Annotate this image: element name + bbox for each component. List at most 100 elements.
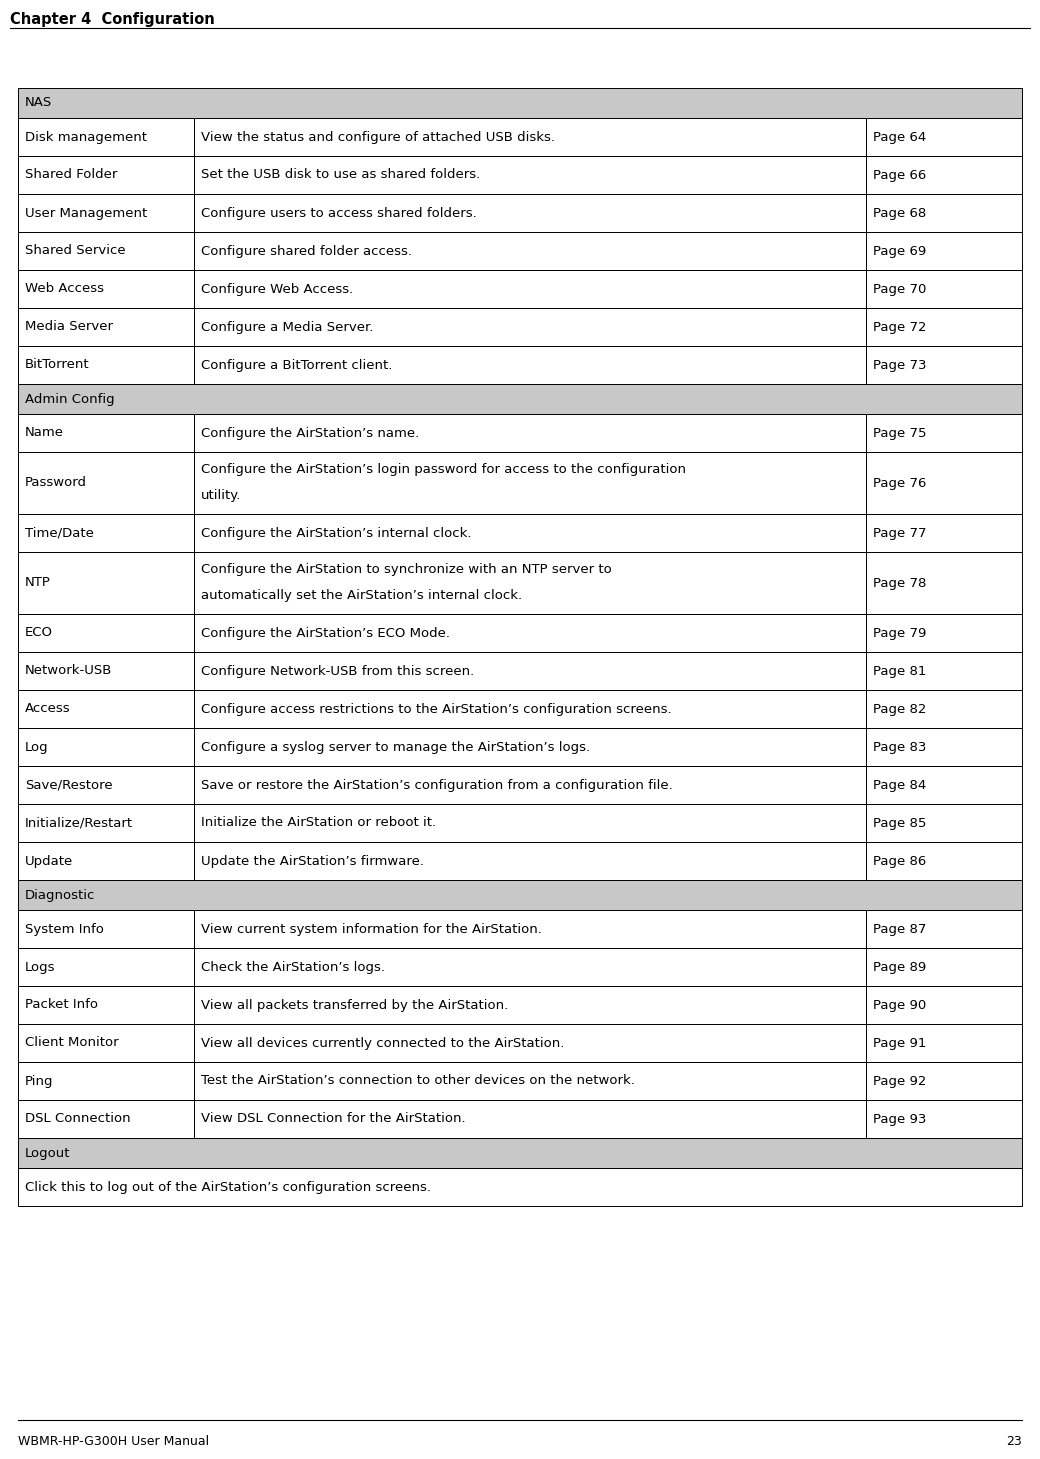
Bar: [193, 552, 866, 614]
Bar: [18, 1100, 193, 1138]
Bar: [866, 690, 1022, 728]
Text: Page 73: Page 73: [874, 359, 927, 372]
Text: Configure Network-USB from this screen.: Configure Network-USB from this screen.: [201, 664, 474, 677]
Text: Save/Restore: Save/Restore: [25, 779, 112, 791]
Text: Time/Date: Time/Date: [25, 527, 94, 540]
Bar: [18, 880, 1022, 910]
Bar: [866, 1100, 1022, 1138]
Text: Network-USB: Network-USB: [25, 664, 112, 677]
Bar: [866, 1062, 1022, 1100]
Text: BitTorrent: BitTorrent: [25, 359, 89, 372]
Text: Configure the AirStation’s internal clock.: Configure the AirStation’s internal cloc…: [201, 527, 471, 540]
Bar: [866, 270, 1022, 308]
Text: automatically set the AirStation’s internal clock.: automatically set the AirStation’s inter…: [201, 589, 522, 603]
Bar: [866, 308, 1022, 346]
Text: Packet Info: Packet Info: [25, 998, 98, 1011]
Bar: [18, 1024, 193, 1062]
Bar: [193, 766, 866, 804]
Bar: [866, 804, 1022, 842]
Bar: [866, 1024, 1022, 1062]
Text: View current system information for the AirStation.: View current system information for the …: [201, 922, 542, 935]
Text: Configure a BitTorrent client.: Configure a BitTorrent client.: [201, 359, 392, 372]
Bar: [193, 614, 866, 652]
Bar: [193, 1062, 866, 1100]
Bar: [193, 910, 866, 948]
Text: Page 90: Page 90: [874, 998, 927, 1011]
Bar: [18, 804, 193, 842]
Bar: [18, 690, 193, 728]
Bar: [193, 232, 866, 270]
Bar: [193, 194, 866, 232]
Text: ECO: ECO: [25, 626, 53, 639]
Bar: [18, 452, 193, 514]
Bar: [18, 948, 193, 986]
Text: Initialize the AirStation or reboot it.: Initialize the AirStation or reboot it.: [201, 817, 436, 830]
Bar: [193, 156, 866, 194]
Text: Configure shared folder access.: Configure shared folder access.: [201, 245, 412, 257]
Text: Configure Web Access.: Configure Web Access.: [201, 283, 353, 296]
Text: Page 79: Page 79: [874, 626, 927, 639]
Bar: [866, 194, 1022, 232]
Text: Client Monitor: Client Monitor: [25, 1036, 119, 1049]
Text: Page 70: Page 70: [874, 283, 927, 296]
Bar: [18, 766, 193, 804]
Bar: [193, 414, 866, 452]
Bar: [18, 414, 193, 452]
Bar: [193, 652, 866, 690]
Text: Admin Config: Admin Config: [25, 392, 114, 406]
Text: Ping: Ping: [25, 1074, 53, 1087]
Bar: [18, 1169, 1022, 1207]
Text: Check the AirStation’s logs.: Check the AirStation’s logs.: [201, 960, 385, 973]
Text: Page 85: Page 85: [874, 817, 927, 830]
Text: Page 82: Page 82: [874, 702, 927, 715]
Bar: [866, 156, 1022, 194]
Text: Page 76: Page 76: [874, 477, 927, 490]
Text: Page 91: Page 91: [874, 1036, 927, 1049]
Bar: [18, 986, 193, 1024]
Text: Page 66: Page 66: [874, 168, 927, 181]
Text: NAS: NAS: [25, 96, 52, 109]
Text: Page 64: Page 64: [874, 130, 927, 143]
Bar: [866, 346, 1022, 384]
Text: Configure the AirStation to synchronize with an NTP server to: Configure the AirStation to synchronize …: [201, 563, 612, 576]
Text: 23: 23: [1007, 1436, 1022, 1447]
Text: Logout: Logout: [25, 1147, 71, 1160]
Text: System Info: System Info: [25, 922, 104, 935]
Bar: [18, 118, 193, 156]
Bar: [18, 652, 193, 690]
Text: Update the AirStation’s firmware.: Update the AirStation’s firmware.: [201, 855, 423, 868]
Text: Page 92: Page 92: [874, 1074, 927, 1087]
Text: Configure the AirStation’s ECO Mode.: Configure the AirStation’s ECO Mode.: [201, 626, 449, 639]
Text: Save or restore the AirStation’s configuration from a configuration file.: Save or restore the AirStation’s configu…: [201, 779, 673, 791]
Bar: [18, 1062, 193, 1100]
Text: Configure access restrictions to the AirStation’s configuration screens.: Configure access restrictions to the Air…: [201, 702, 672, 715]
Text: Page 93: Page 93: [874, 1113, 927, 1125]
Bar: [193, 514, 866, 552]
Bar: [193, 270, 866, 308]
Bar: [18, 384, 1022, 414]
Text: Configure a syslog server to manage the AirStation’s logs.: Configure a syslog server to manage the …: [201, 741, 590, 753]
Text: Configure a Media Server.: Configure a Media Server.: [201, 321, 373, 334]
Text: Page 69: Page 69: [874, 245, 927, 257]
Bar: [18, 910, 193, 948]
Bar: [866, 652, 1022, 690]
Text: View the status and configure of attached USB disks.: View the status and configure of attache…: [201, 130, 554, 143]
Text: utility.: utility.: [201, 489, 241, 502]
Bar: [18, 842, 193, 880]
Bar: [866, 728, 1022, 766]
Bar: [18, 346, 193, 384]
Text: NTP: NTP: [25, 576, 51, 589]
Bar: [193, 1024, 866, 1062]
Bar: [193, 118, 866, 156]
Text: Update: Update: [25, 855, 73, 868]
Bar: [18, 308, 193, 346]
Bar: [193, 804, 866, 842]
Bar: [193, 948, 866, 986]
Text: View DSL Connection for the AirStation.: View DSL Connection for the AirStation.: [201, 1113, 465, 1125]
Bar: [866, 232, 1022, 270]
Text: Disk management: Disk management: [25, 130, 147, 143]
Bar: [18, 270, 193, 308]
Text: Shared Folder: Shared Folder: [25, 168, 118, 181]
Text: User Management: User Management: [25, 207, 148, 219]
Bar: [866, 948, 1022, 986]
